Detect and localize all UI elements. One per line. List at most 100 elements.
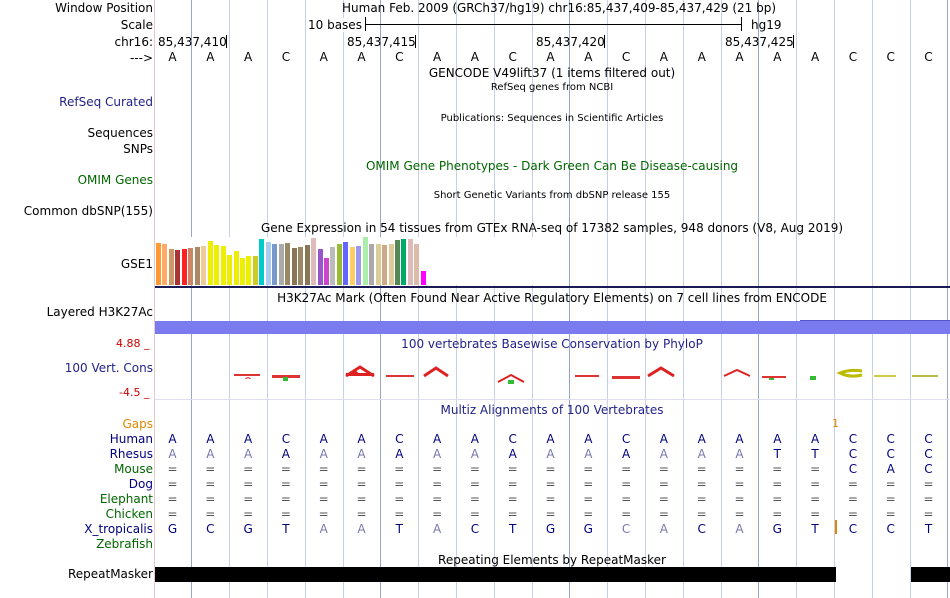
track-label-common-dbsnp[interactable]: Common dbSNP(155) — [23, 204, 153, 218]
alignment-base: A — [243, 447, 253, 461]
gtex-tissue-bar[interactable] — [175, 250, 180, 285]
gtex-tissue-bar[interactable] — [395, 240, 400, 285]
alignment-base: = — [734, 477, 745, 491]
alignment-base: = — [734, 492, 745, 506]
alignment-base: = — [734, 462, 745, 476]
gtex-tissue-bar[interactable] — [169, 249, 174, 285]
track-label-species[interactable]: X_tropicalis — [84, 522, 153, 536]
base-gridline — [569, 0, 570, 598]
gtex-tissue-bar[interactable] — [285, 243, 290, 285]
phylop-logo: A — [234, 365, 938, 384]
track-label-100-vert-cons[interactable]: 100 Vert. Cons — [64, 361, 153, 375]
gtex-tissue-bar[interactable] — [246, 256, 251, 285]
track-label-species[interactable]: Dog — [128, 477, 153, 491]
gtex-tissue-bar[interactable] — [195, 247, 200, 285]
alignment-base: = — [243, 492, 254, 506]
gtex-tissue-bar[interactable] — [401, 239, 406, 285]
alignment-base: C — [395, 432, 404, 446]
gtex-tissue-bar[interactable] — [421, 271, 426, 285]
gtex-tissue-bar[interactable] — [356, 246, 361, 285]
gtex-tissue-bar[interactable] — [305, 245, 310, 285]
gtex-tissue-bar[interactable] — [292, 248, 297, 285]
gtex-tissue-bar[interactable] — [221, 246, 226, 285]
alignment-base: = — [885, 492, 896, 506]
gtex-tissue-bar[interactable] — [162, 244, 167, 285]
track-label-sequences[interactable]: Sequences — [87, 126, 153, 140]
gtex-track-title: Gene Expression in 54 tissues from GTEx … — [260, 221, 844, 235]
gtex-tissue-bar[interactable] — [343, 242, 348, 285]
track-label-gaps[interactable]: Gaps — [122, 417, 153, 431]
alignment-base: = — [167, 492, 178, 506]
logo-a-1: A — [245, 377, 252, 380]
alignment-base: G — [545, 522, 556, 536]
gtex-tissue-bar[interactable] — [234, 251, 239, 285]
gtex-tissue-bar[interactable] — [408, 239, 413, 285]
sequence-base: C — [848, 50, 858, 64]
gtex-tissue-bar[interactable] — [253, 256, 258, 285]
alignment-base: A — [319, 522, 328, 536]
track-label-snps[interactable]: SNPs — [123, 142, 153, 156]
track-label-species[interactable]: Chicken — [105, 507, 153, 521]
gtex-tissue-bar[interactable] — [208, 241, 213, 285]
alignment-base: = — [167, 462, 178, 476]
gtex-tissue-bar[interactable] — [369, 244, 374, 285]
repeatmasker-track-title: Repeating Elements by RepeatMasker — [438, 553, 666, 567]
alignment-base: = — [734, 507, 745, 521]
gtex-bar-chart[interactable] — [155, 237, 535, 285]
gtex-tissue-bar[interactable] — [156, 243, 161, 285]
alignment-base: A — [432, 447, 442, 461]
base-gridline — [607, 0, 608, 598]
gtex-tissue-bar[interactable] — [337, 244, 342, 285]
track-label-species[interactable]: Mouse — [114, 462, 153, 476]
gtex-tissue-bar[interactable] — [350, 247, 355, 285]
track-label-species[interactable]: Zebrafish — [96, 537, 153, 551]
track-label-omim-genes[interactable]: OMIM Genes — [77, 173, 153, 187]
gtex-tissue-bar[interactable] — [363, 237, 368, 285]
alignment-base: = — [469, 462, 480, 476]
track-label-gse1[interactable]: GSE1 — [120, 257, 153, 271]
gtex-tissue-bar[interactable] — [272, 244, 277, 285]
alignment-base: G — [583, 522, 593, 536]
gtex-track-baseline — [155, 286, 950, 288]
gtex-tissue-bar[interactable] — [214, 245, 219, 285]
track-label-refseq-curated[interactable]: RefSeq Curated — [59, 95, 153, 109]
alignment-base: G — [243, 522, 253, 536]
alignment-base: = — [621, 462, 632, 476]
gtex-tissue-bar[interactable] — [240, 258, 245, 285]
alignment-base: = — [583, 492, 594, 506]
gtex-tissue-bar[interactable] — [259, 239, 264, 285]
alignment-base: = — [772, 492, 783, 506]
alignment-base: = — [885, 477, 896, 491]
track-label-layered-h3k27ac[interactable]: Layered H3K27Ac — [46, 305, 153, 319]
repeat-element-block-1[interactable] — [155, 567, 836, 582]
gtex-tissue-bar[interactable] — [389, 244, 394, 285]
track-label-species[interactable]: Elephant — [99, 492, 153, 506]
gtex-tissue-bar[interactable] — [279, 244, 284, 285]
gtex-tissue-bar[interactable] — [182, 249, 187, 285]
alignment-base: A — [659, 432, 668, 446]
base-gridline — [721, 0, 722, 598]
gtex-tissue-bar[interactable] — [382, 245, 387, 285]
sequence-base: A — [470, 50, 479, 64]
gtex-tissue-bar[interactable] — [201, 246, 206, 285]
alignment-base: A — [357, 522, 366, 536]
gtex-tissue-bar[interactable] — [324, 258, 329, 285]
gtex-tissue-bar[interactable] — [414, 244, 419, 285]
base-gridline — [305, 0, 306, 598]
gtex-tissue-bar[interactable] — [318, 249, 323, 285]
alignment-base: C — [848, 462, 858, 476]
gtex-tissue-bar[interactable] — [376, 244, 381, 285]
track-label-species[interactable]: Rhesus — [109, 447, 153, 461]
gtex-tissue-bar[interactable] — [311, 238, 316, 285]
gtex-tissue-bar[interactable] — [298, 247, 303, 285]
gtex-tissue-bar[interactable] — [266, 242, 271, 285]
repeat-element-block-2[interactable] — [911, 567, 950, 582]
gtex-tissue-bar[interactable] — [227, 255, 232, 285]
gtex-tissue-bar[interactable] — [188, 248, 193, 285]
alignment-base: C — [281, 432, 291, 446]
track-label-repeatmasker[interactable]: RepeatMasker — [67, 567, 153, 581]
gtex-tissue-bar[interactable] — [330, 247, 335, 285]
track-label-species[interactable]: Human — [109, 432, 153, 446]
alignment-base: A — [584, 447, 593, 461]
